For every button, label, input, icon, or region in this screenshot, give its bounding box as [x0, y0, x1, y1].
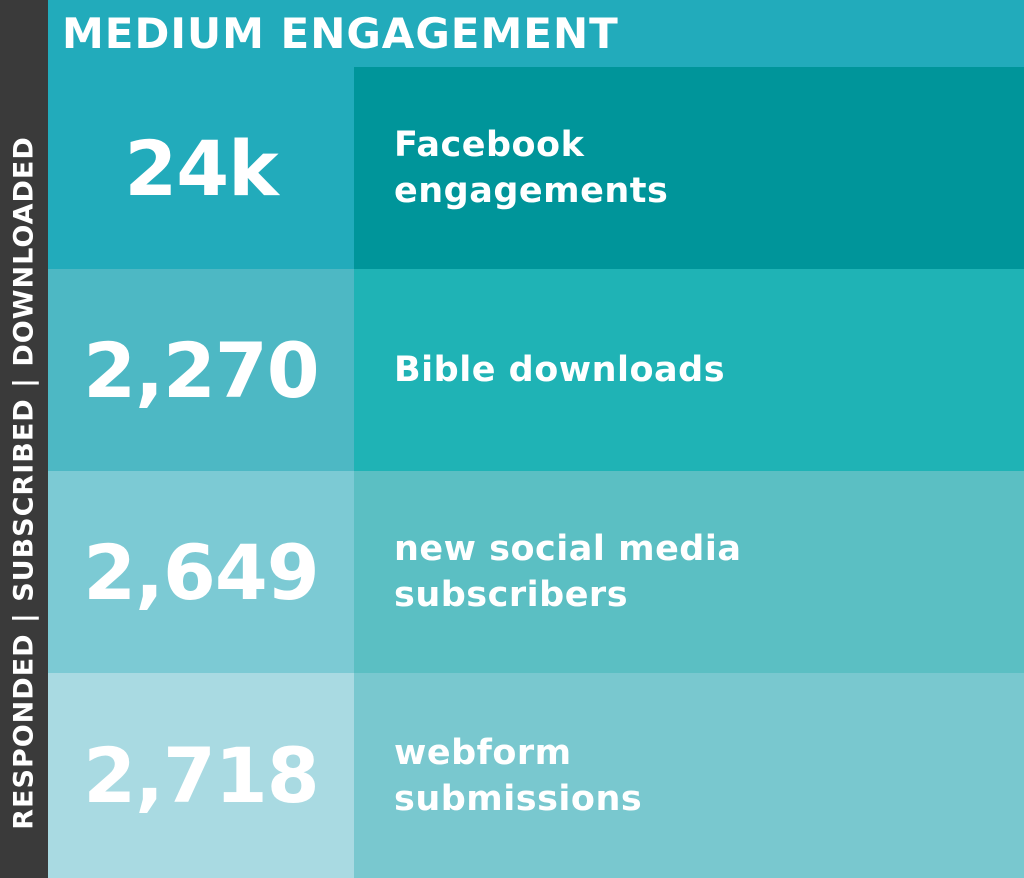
- stat-label: new social media subscribers: [394, 529, 742, 615]
- stat-row-webform: 2,718 webform submissions: [48, 673, 1024, 878]
- stat-label: Facebook engagements: [394, 125, 669, 211]
- stat-row-social-subscribers: 2,649 new social media subscribers: [48, 471, 1024, 673]
- side-banner: RESPONDED | SUBSCRIBED | DOWNLOADED: [0, 0, 48, 878]
- stat-label: webform submissions: [394, 732, 643, 819]
- stat-value: 24k: [124, 123, 278, 213]
- page-title: MEDIUM ENGAGEMENT: [62, 9, 619, 58]
- stat-value: 2,649: [83, 527, 319, 617]
- stat-label-cell: Bible downloads: [354, 269, 1024, 471]
- stat-value: 2,718: [83, 731, 319, 820]
- stat-label-cell: webform submissions: [354, 673, 1024, 878]
- stat-value-cell: 2,718: [48, 673, 354, 878]
- stat-label-cell: new social media subscribers: [354, 471, 1024, 673]
- header-bar: MEDIUM ENGAGEMENT: [48, 0, 1024, 67]
- stat-row-facebook: 24k Facebook engagements: [48, 67, 1024, 269]
- side-banner-label: RESPONDED | SUBSCRIBED | DOWNLOADED: [8, 136, 40, 830]
- stat-label: Bible downloads: [394, 350, 726, 390]
- stat-value: 2,270: [83, 325, 319, 415]
- stat-value-cell: 2,270: [48, 269, 354, 471]
- stat-value-cell: 24k: [48, 67, 354, 269]
- stat-value-cell: 2,649: [48, 471, 354, 673]
- stat-label-cell: Facebook engagements: [354, 67, 1024, 269]
- stat-row-bible-downloads: 2,270 Bible downloads: [48, 269, 1024, 471]
